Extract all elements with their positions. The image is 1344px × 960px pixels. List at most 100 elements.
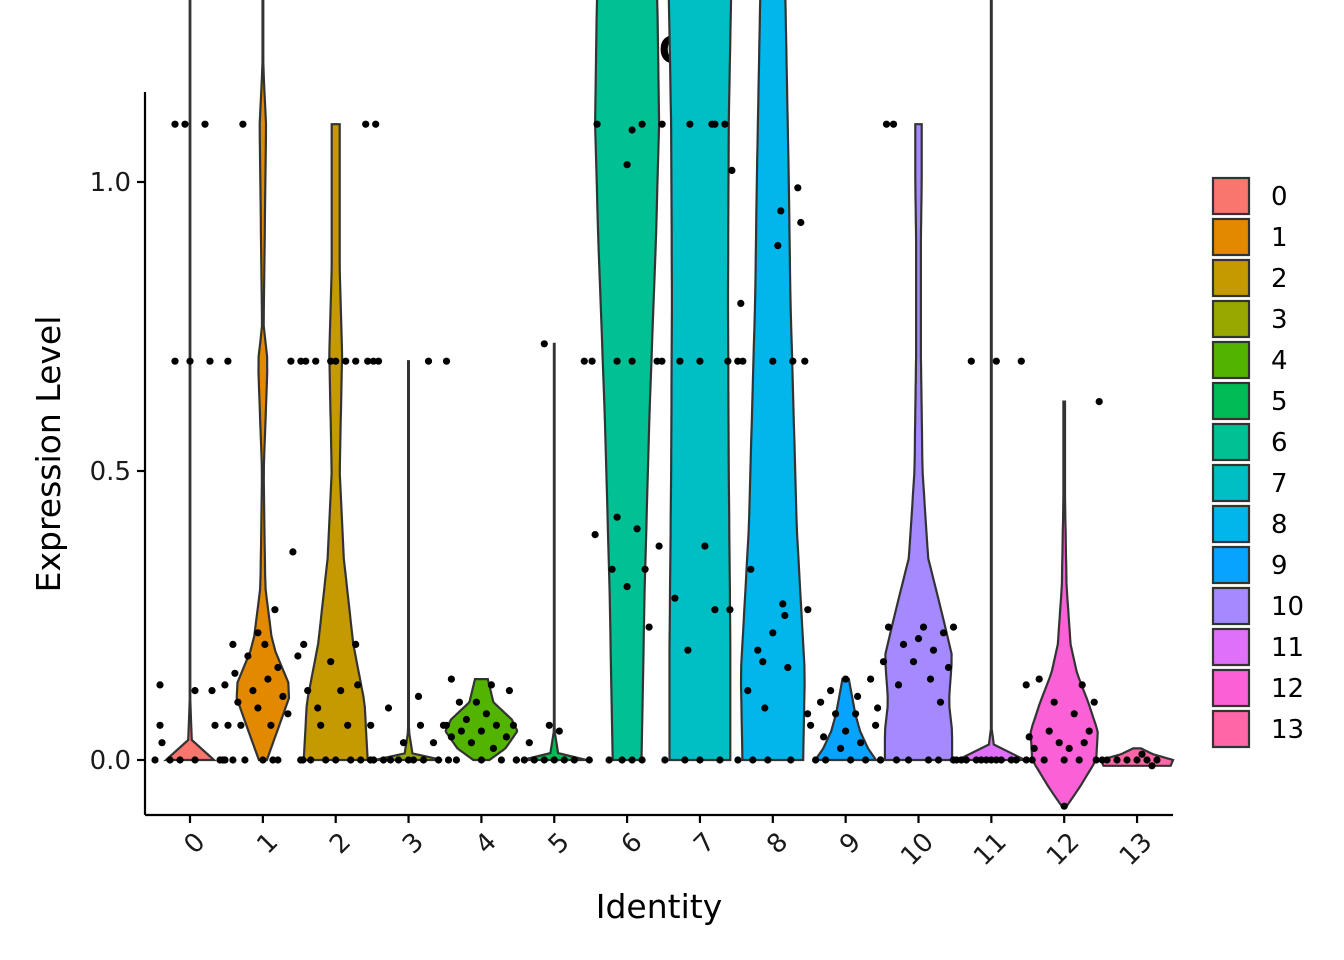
data-point-2-2 [302, 357, 310, 365]
data-point-3-8 [404, 756, 413, 764]
data-point-1-8 [241, 756, 249, 764]
data-point-3-10 [414, 692, 423, 701]
data-point-0-7 [171, 357, 179, 365]
data-point-1-27 [254, 629, 262, 637]
data-point-7-27 [711, 120, 719, 128]
data-point-12-1 [1025, 733, 1033, 741]
data-point-0-17 [201, 120, 209, 128]
violin-2 [302, 123, 369, 762]
legend-label-8: 8 [1271, 510, 1288, 540]
legend-key-1 [1211, 217, 1251, 257]
data-point-12-14 [1078, 681, 1086, 689]
data-point-5-7 [550, 756, 558, 764]
x-tick-label-1: 1 [251, 827, 284, 860]
legend-label-0: 0 [1271, 182, 1288, 212]
x-tick-label-5: 5 [543, 827, 576, 860]
data-point-9-6 [827, 687, 835, 695]
data-point-1-19 [279, 692, 287, 701]
data-point-2-23 [367, 721, 375, 729]
data-point-6-15 [628, 126, 636, 134]
data-point-2-8 [322, 756, 330, 764]
data-point-7-26 [734, 756, 742, 764]
legend-label-5: 5 [1271, 387, 1288, 417]
data-point-6-18 [633, 525, 641, 533]
violin-12 [1029, 400, 1099, 808]
data-point-0-1 [156, 681, 164, 689]
data-point-10-3 [884, 623, 893, 631]
legend-label-12: 12 [1271, 674, 1304, 704]
data-point-1-17 [271, 606, 279, 614]
data-point-3-2 [374, 357, 383, 365]
legend-label-9: 9 [1271, 551, 1288, 581]
data-point-8-2 [737, 299, 745, 307]
data-point-1-29 [229, 756, 237, 764]
data-point-9-9 [842, 675, 850, 683]
data-point-2-4 [307, 756, 315, 764]
legend-key-12 [1211, 668, 1251, 708]
data-point-11-2 [962, 756, 970, 764]
data-point-11-8 [992, 357, 1000, 365]
data-point-1-2 [224, 357, 232, 365]
data-point-8-7 [749, 756, 757, 764]
data-point-10-13 [926, 675, 935, 683]
data-point-3-4 [384, 704, 393, 712]
data-point-7-19 [716, 756, 724, 764]
data-point-10-2 [882, 120, 891, 128]
data-point-6-12 [618, 756, 626, 764]
data-point-3-9 [409, 756, 418, 764]
violin-11 [957, 0, 1026, 762]
violin-5 [522, 342, 587, 762]
data-point-2-16 [347, 756, 355, 764]
data-point-0-19 [208, 687, 216, 695]
data-point-1-15 [267, 721, 275, 729]
data-point-10-4 [889, 120, 898, 128]
data-point-3-17 [442, 357, 451, 365]
data-point-9-10 [842, 727, 850, 735]
data-point-4-11 [482, 710, 490, 718]
data-point-10-19 [949, 623, 958, 631]
data-point-10-6 [894, 681, 903, 689]
data-point-9-18 [874, 704, 882, 712]
x-tick-label-11: 11 [968, 827, 1013, 872]
data-point-4-9 [477, 727, 485, 735]
data-point-7-11 [696, 357, 704, 365]
data-point-11-0 [949, 756, 957, 764]
data-point-1-5 [234, 698, 242, 706]
data-point-4-8 [472, 698, 480, 706]
data-point-9-17 [872, 721, 880, 729]
data-point-8-6 [747, 565, 755, 573]
data-point-0-0 [151, 756, 159, 764]
data-point-3-3 [379, 756, 388, 764]
data-point-7-23 [726, 606, 734, 614]
data-point-9-13 [854, 692, 862, 701]
data-point-1-9 [244, 652, 252, 660]
legend-label-7: 7 [1271, 469, 1288, 499]
data-point-6-31 [638, 756, 646, 764]
data-point-12-4 [1035, 675, 1043, 683]
data-point-3-14 [429, 739, 438, 747]
data-point-2-7 [317, 721, 325, 729]
data-point-12-11 [1065, 744, 1073, 753]
data-point-3-15 [434, 756, 443, 764]
violin-1 [235, 0, 291, 762]
data-point-9-7 [832, 710, 840, 718]
data-point-2-0 [297, 756, 305, 764]
data-point-13-4 [1138, 750, 1146, 758]
data-point-3-0 [366, 756, 375, 764]
data-point-13-2 [1123, 756, 1131, 764]
x-tick-label-12: 12 [1041, 827, 1086, 872]
x-tick-label-9: 9 [834, 827, 867, 860]
legend-key-5 [1211, 381, 1251, 421]
data-point-2-15 [344, 721, 352, 729]
data-point-12-7 [1050, 698, 1058, 706]
data-point-8-14 [774, 242, 782, 250]
data-point-2-22 [364, 357, 372, 365]
data-point-6-1 [591, 531, 599, 539]
data-point-13-7 [1153, 756, 1161, 764]
legend-key-3 [1211, 299, 1251, 339]
data-point-12-2 [1028, 756, 1036, 764]
violin-3 [374, 360, 443, 762]
x-tick-label-8: 8 [761, 827, 794, 860]
